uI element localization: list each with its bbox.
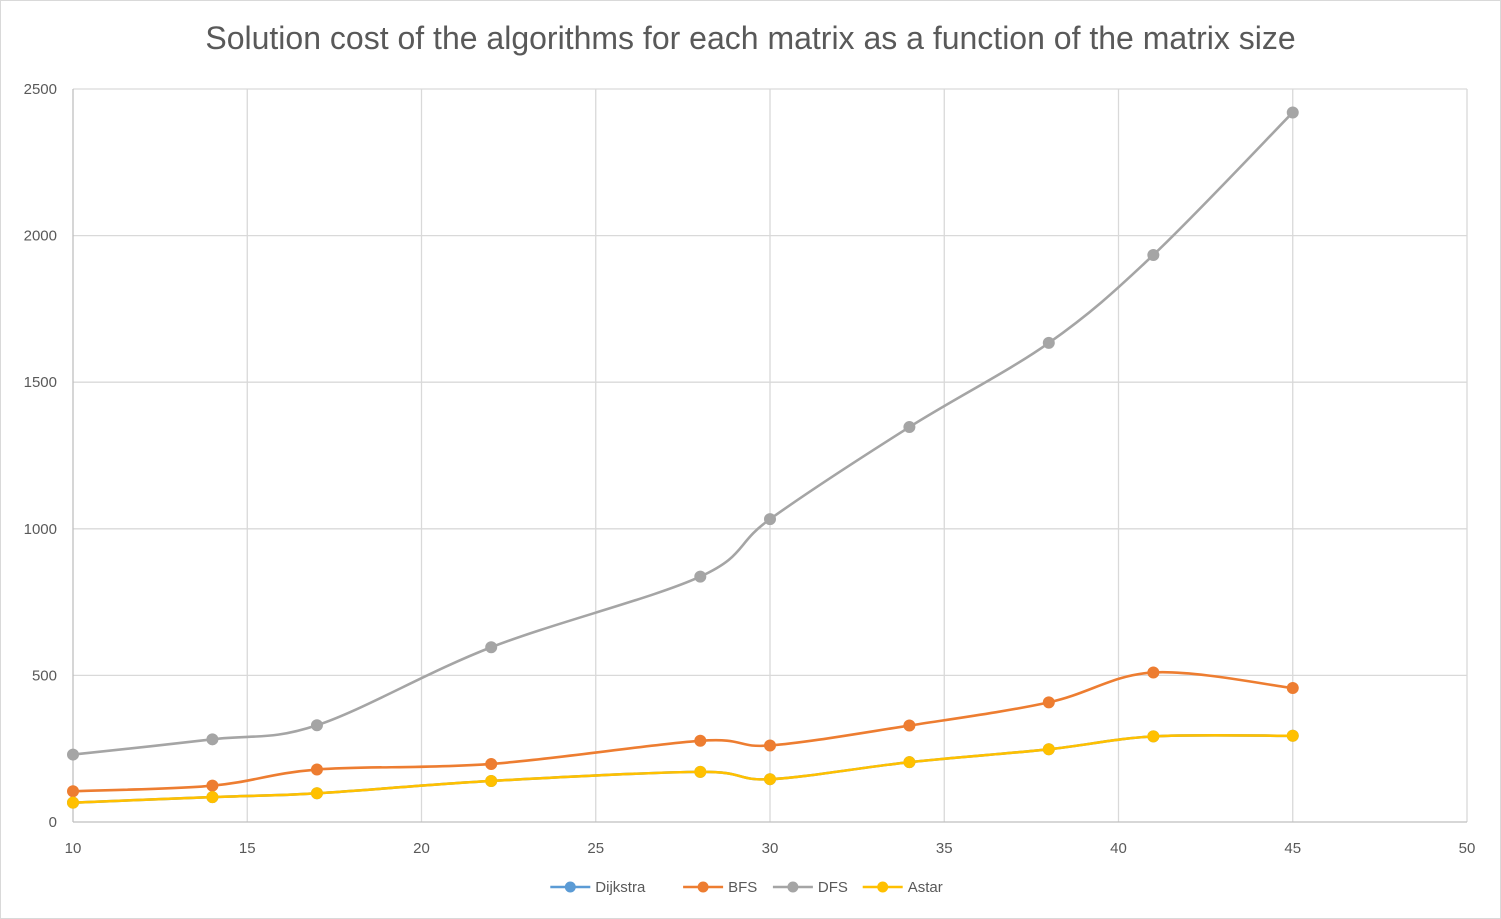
data-point-astar: [903, 756, 916, 769]
data-point-astar: [694, 765, 707, 778]
x-tick-label: 10: [65, 840, 82, 857]
data-point-dfs: [485, 641, 498, 654]
series-lines: [67, 106, 1299, 809]
legend-item-dfs: DFS: [772, 879, 848, 896]
data-point-astar: [485, 774, 498, 787]
series-line-astar: [71, 733, 1295, 804]
data-point-astar: [67, 796, 79, 809]
axes: [72, 89, 1467, 823]
legend-label-astar: Astar: [908, 879, 943, 896]
data-point-bfs: [764, 739, 776, 752]
tick-labels: 0 500 1000 1500 2000 2500 10 15 20 25 30 35 40 45 50: [24, 81, 1476, 857]
legend-marker-dijkstra: [564, 881, 576, 893]
legend-label-dijkstra: Dijkstra: [595, 879, 646, 896]
series-astar: [67, 729, 1299, 809]
legend-marker-astar: [877, 881, 889, 893]
data-point-astar: [310, 787, 323, 800]
series-bfs: [67, 666, 1299, 798]
data-point-astar: [1147, 730, 1160, 743]
legend-label-bfs: BFS: [728, 879, 757, 896]
data-point-dfs: [206, 733, 219, 746]
data-point-bfs: [1042, 696, 1055, 709]
legend-item-dijkstra: Dijkstra: [550, 879, 646, 896]
series-line-bfs: [71, 670, 1295, 793]
data-point-bfs: [206, 779, 219, 792]
y-tick-label: 2000: [24, 228, 57, 245]
x-tick-label: 15: [239, 840, 256, 857]
legend: Dijkstra BFS DFS Astar: [550, 879, 943, 896]
legend-item-astar: Astar: [862, 879, 943, 896]
legend-label-dfs: DFS: [818, 879, 848, 896]
data-point-dfs: [903, 421, 916, 434]
data-point-bfs: [903, 719, 916, 732]
x-tick-label: 50: [1459, 840, 1476, 857]
data-point-dfs: [67, 748, 79, 761]
data-point-astar: [1042, 743, 1055, 756]
data-point-dfs: [764, 513, 776, 526]
chart-title: Solution cost of the algorithms for each…: [205, 20, 1296, 56]
data-point-bfs: [1147, 666, 1160, 679]
series-line-dijkstra: [71, 733, 1295, 804]
x-tick-label: 35: [936, 840, 953, 857]
data-point-bfs: [1286, 682, 1299, 695]
data-point-astar: [206, 791, 219, 804]
series-dfs: [67, 106, 1299, 761]
grid-lines: [73, 88, 1468, 822]
data-point-dfs: [310, 719, 323, 732]
legend-marker-dfs: [787, 881, 799, 893]
data-point-dfs: [1042, 336, 1055, 349]
y-tick-label: 500: [32, 667, 57, 684]
data-point-bfs: [485, 757, 498, 770]
data-point-dfs: [1147, 248, 1160, 261]
data-point-bfs: [67, 785, 79, 798]
data-point-astar: [764, 773, 776, 786]
data-point-astar: [1286, 729, 1299, 742]
x-tick-label: 40: [1110, 840, 1127, 857]
x-tick-label: 30: [762, 840, 779, 857]
legend-item-bfs: BFS: [683, 879, 757, 896]
y-tick-label: 1500: [24, 374, 57, 391]
y-tick-label: 2500: [24, 81, 57, 98]
x-tick-label: 20: [413, 840, 430, 857]
legend-marker-bfs: [697, 881, 709, 893]
data-point-dfs: [1286, 106, 1299, 119]
data-point-bfs: [694, 734, 707, 747]
data-point-bfs: [310, 763, 323, 776]
y-tick-label: 1000: [24, 521, 57, 538]
x-tick-label: 25: [587, 840, 604, 857]
x-tick-label: 45: [1284, 840, 1301, 857]
y-tick-label: 0: [49, 814, 57, 831]
data-point-dfs: [694, 570, 707, 583]
series-line-dfs: [71, 111, 1295, 756]
